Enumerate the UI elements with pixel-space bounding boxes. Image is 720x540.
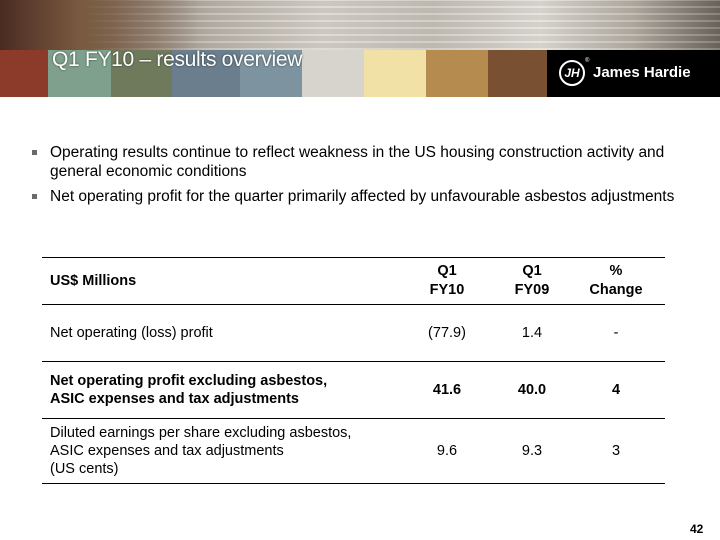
slide-title: Q1 FY10 – results overview (52, 48, 303, 71)
cell-q1-fy10: 41.6 (432, 381, 462, 398)
header-q1-fy09: Q1 FY09 (497, 262, 567, 300)
header-change: % Change (567, 262, 665, 300)
table-row: Diluted earnings per share excluding asb… (42, 418, 665, 484)
header-line: Change (589, 282, 643, 298)
color-swatches (0, 50, 547, 97)
row-label-line: (US cents) (50, 461, 119, 477)
page-number: 42 (690, 522, 704, 536)
swatch (48, 50, 111, 97)
row-label-line: Diluted earnings per share excluding asb… (50, 425, 352, 441)
header-line: Q1 (437, 263, 457, 279)
header-banner: JH ® James Hardie (0, 0, 720, 97)
row-label: Net operating profit excluding asbestos,… (42, 372, 397, 408)
bullet-item: Operating results continue to reflect we… (32, 143, 702, 181)
company-logo: JH ® James Hardie (547, 50, 720, 97)
bullet-text: Net operating profit for the quarter pri… (50, 188, 675, 205)
header-label: US$ Millions (50, 273, 137, 289)
swatch (111, 50, 172, 97)
table-row: Net operating (loss) profit (77.9) 1.4 - (42, 304, 665, 361)
header-line: Q1 (522, 263, 542, 279)
cell-change: 4 (611, 381, 621, 398)
row-label-line: ASIC expenses and tax adjustments (50, 391, 299, 407)
row-label-line: Net operating (loss) profit (50, 325, 213, 341)
cell-change: 3 (611, 442, 621, 459)
header-q1-fy10: Q1 FY10 (397, 262, 497, 300)
cell-q1-fy10: 9.6 (436, 442, 458, 459)
swatch (364, 50, 426, 97)
header-line: FY10 (429, 282, 465, 298)
swatch (172, 50, 240, 97)
square-bullet-icon (32, 150, 37, 155)
cell-q1-fy09: 9.3 (521, 442, 543, 459)
results-table: US$ Millions Q1 FY10 Q1 FY09 % Change Ne… (42, 257, 665, 484)
cell-q1-fy09: 40.0 (517, 381, 547, 398)
swatch (0, 50, 48, 97)
row-label-line: Net operating profit excluding asbestos, (50, 373, 328, 389)
bullet-item: Net operating profit for the quarter pri… (32, 187, 702, 206)
company-name: James Hardie (593, 64, 691, 81)
house-photo (0, 0, 720, 50)
registered-mark: ® (585, 58, 590, 64)
cell-q1-fy10: (77.9) (428, 324, 466, 341)
row-label-line: ASIC expenses and tax adjustments (50, 443, 284, 459)
bullet-text: Operating results continue to reflect we… (50, 144, 665, 180)
swatch (426, 50, 488, 97)
swatch (488, 50, 547, 97)
header-line: FY09 (514, 282, 550, 298)
row-label: Diluted earnings per share excluding asb… (42, 424, 397, 478)
row-label: Net operating (loss) profit (42, 324, 397, 342)
cell-q1-fy09: 1.4 (521, 324, 543, 341)
swatch (240, 50, 302, 97)
table-header-row: US$ Millions Q1 FY10 Q1 FY09 % Change (42, 257, 665, 304)
table-row: Net operating profit excluding asbestos,… (42, 361, 665, 418)
bullet-list: Operating results continue to reflect we… (32, 143, 702, 212)
swatch (302, 50, 364, 97)
cell-change: - (613, 324, 619, 341)
jh-logo-mark-icon: JH (559, 60, 585, 86)
square-bullet-icon (32, 194, 37, 199)
header-line: % (609, 263, 623, 279)
